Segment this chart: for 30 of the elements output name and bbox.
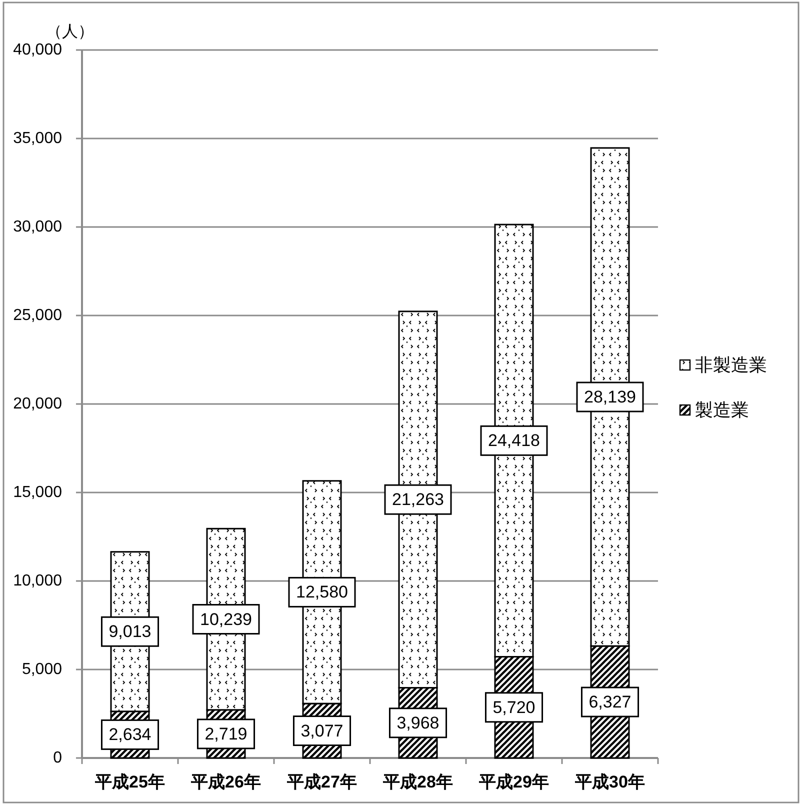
data-label: 2,719 [204, 724, 248, 744]
x-tick-label: 平成27年 [286, 772, 357, 792]
y-tick-label: 40,000 [13, 42, 62, 58]
data-label: 6,327 [588, 692, 632, 712]
data-label: 10,239 [200, 610, 252, 629]
y-tick-label: 0 [53, 750, 62, 766]
y-tick-label: 30,000 [13, 218, 62, 236]
data-label: 24,418 [488, 431, 540, 450]
data-label: 5,720 [492, 698, 536, 717]
y-tick-label: 15,000 [13, 484, 62, 501]
y-tick-label: 20,000 [13, 396, 62, 412]
y-tick-label: 5,000 [22, 661, 62, 678]
data-label: 21,263 [392, 490, 444, 510]
data-label: 2,634 [108, 725, 152, 744]
x-tick-label: 平成25年 [94, 772, 165, 792]
y-tick-label: 35,000 [13, 130, 62, 147]
y-axis-title: （人） [46, 24, 94, 40]
x-tick-label: 平成29年 [478, 772, 549, 792]
data-label: 28,139 [584, 387, 636, 406]
y-tick-label: 25,000 [13, 307, 62, 324]
y-tick-label: 10,000 [13, 572, 62, 590]
data-label: 3,077 [300, 721, 344, 740]
data-label: 3,968 [396, 713, 440, 732]
legend-label: 製造業 [695, 400, 749, 420]
data-label: 12,580 [296, 582, 348, 602]
x-tick-label: 平成28年 [382, 772, 453, 792]
x-tick-label: 平成26年 [190, 772, 261, 792]
legend-label: 非製造業 [695, 355, 767, 375]
x-tick-label: 平成30年 [574, 772, 645, 792]
data-label: 9,013 [108, 622, 152, 642]
